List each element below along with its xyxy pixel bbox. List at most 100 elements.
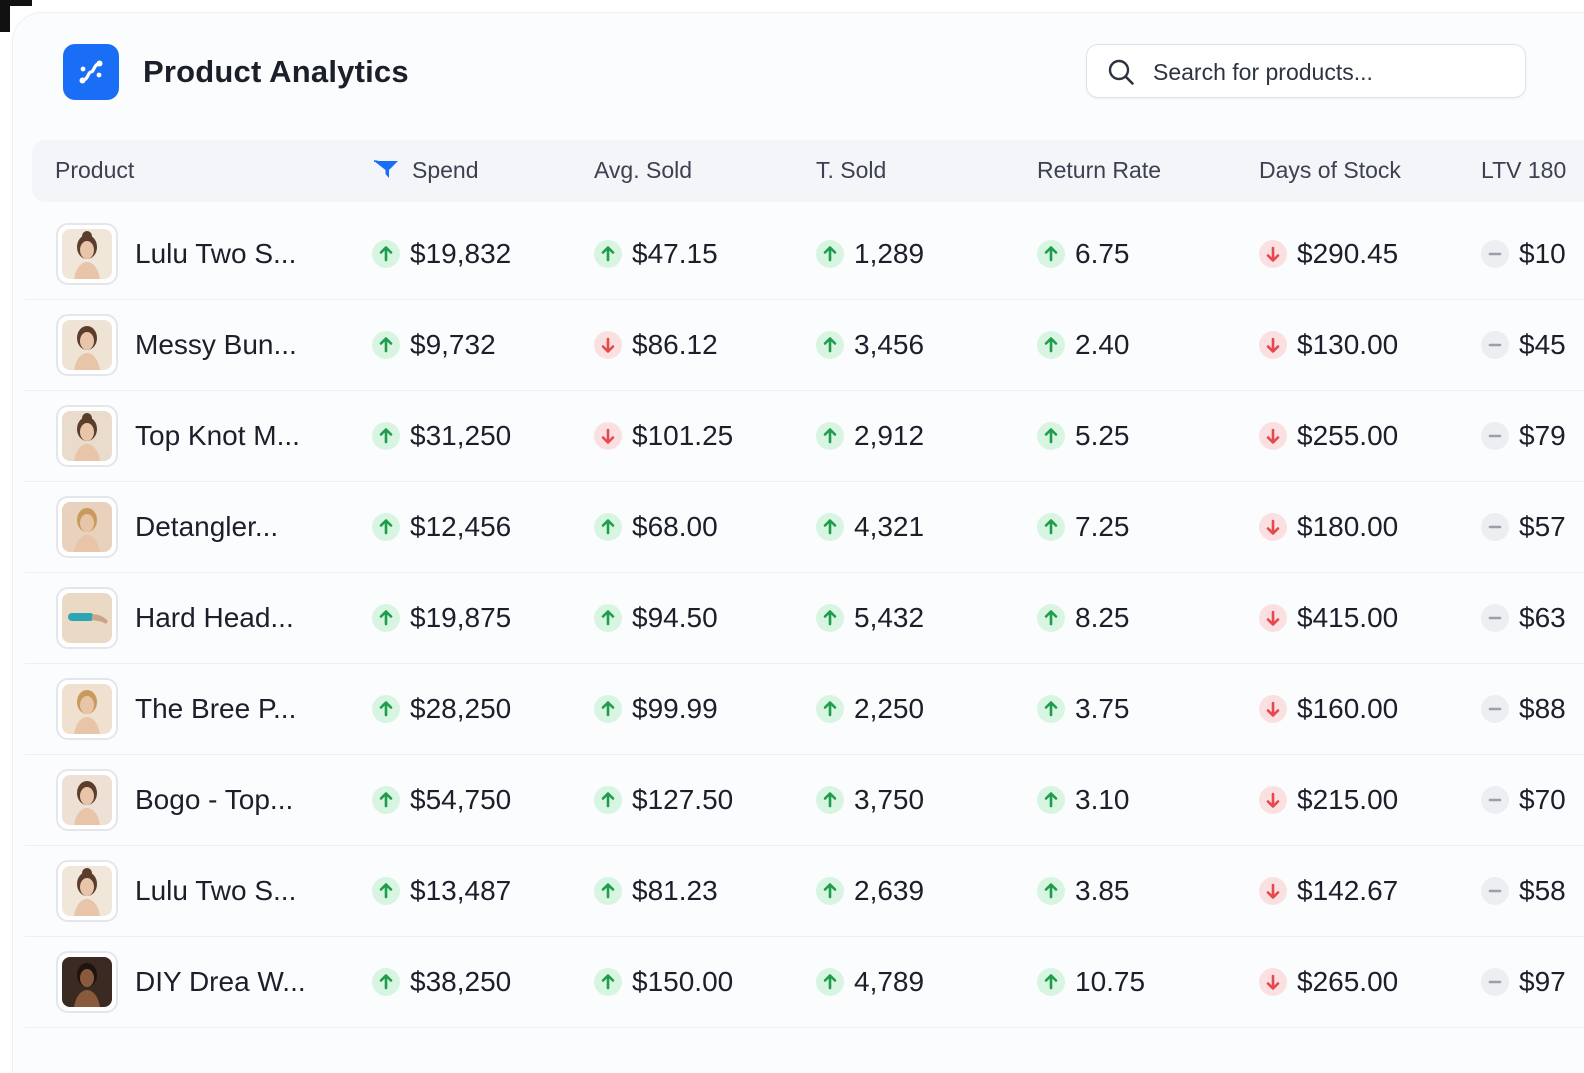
row-divider [25, 754, 1584, 755]
metric-value: $63 [1519, 602, 1566, 633]
arrow-up-icon [1037, 513, 1065, 541]
arrow-up-icon [594, 240, 622, 268]
table-row[interactable]: Top Knot M... $31,250 $101.25 2,912 5.25 $255… [25, 391, 1584, 482]
woman-portrait-blonde-image [62, 502, 112, 552]
metric-value: 6.75 [1075, 238, 1130, 269]
product-name[interactable]: Top Knot M... [135, 420, 300, 451]
metric-value: $13,487 [410, 875, 512, 906]
metric-value: 3,750 [854, 784, 925, 815]
table-row[interactable]: The Bree P... $28,250 $99.99 2,250 3.75 $160.… [25, 664, 1584, 755]
table-row[interactable]: Lulu Two S... $19,832 $47.15 1,289 6.75 $290.… [25, 209, 1584, 300]
product-name[interactable]: Bogo - Top... [135, 784, 294, 815]
row-divider [25, 845, 1584, 846]
column-header-spend[interactable]: Spend [412, 157, 479, 183]
arrow-up-icon [594, 513, 622, 541]
product-name[interactable]: Lulu Two S... [135, 875, 297, 906]
product-thumbnail [56, 951, 118, 1013]
metric-value: 3.75 [1075, 693, 1130, 724]
metric-value: $97 [1519, 966, 1566, 997]
metric-value: $47.15 [632, 238, 718, 269]
woman-portrait-bun-image [62, 229, 112, 279]
minus-icon [1481, 786, 1509, 814]
arrow-down-icon [1259, 968, 1287, 996]
arrow-down-icon [1259, 240, 1287, 268]
metric-value: $10 [1519, 238, 1566, 269]
arrow-down-icon [1259, 786, 1287, 814]
product-name[interactable]: The Bree P... [135, 693, 297, 724]
metric-value: $9,732 [410, 329, 496, 360]
arrow-down-icon [1259, 695, 1287, 723]
minus-icon [1481, 604, 1509, 632]
product-name[interactable]: Hard Head... [135, 602, 294, 633]
metric-value: $215.00 [1297, 784, 1399, 815]
arrow-up-icon [372, 604, 400, 632]
arrow-up-icon [1037, 331, 1065, 359]
product-name[interactable]: Detangler... [135, 511, 279, 542]
minus-icon [1481, 877, 1509, 905]
row-divider [25, 299, 1584, 300]
metric-value: $45 [1519, 329, 1566, 360]
metric-value: 4,789 [854, 966, 925, 997]
arrow-up-icon [1037, 240, 1065, 268]
hair-tool-image [62, 593, 112, 643]
product-name[interactable]: DIY Drea W... [135, 966, 306, 997]
arrow-up-icon [816, 240, 844, 268]
arrow-down-icon [1259, 331, 1287, 359]
table-row[interactable]: Detangler... $12,456 $68.00 4,321 7.25 $180.0… [25, 482, 1584, 573]
metric-value: 1,289 [854, 238, 925, 269]
search-icon [1108, 59, 1134, 85]
table-row[interactable]: Hard Head... $19,875 $94.50 5,432 8.25 $415.0… [25, 573, 1584, 664]
arrow-up-icon [1037, 604, 1065, 632]
search-input[interactable] [1153, 53, 1503, 91]
arrow-up-icon [372, 786, 400, 814]
table-row[interactable]: Messy Bun... $9,732 $86.12 3,456 2.40 $130.00… [25, 300, 1584, 391]
row-divider [25, 390, 1584, 391]
minus-icon [1481, 513, 1509, 541]
metric-value: 5.25 [1075, 420, 1130, 451]
woman-portrait-dark-hair-image [62, 957, 112, 1007]
metric-value: $38,250 [410, 966, 512, 997]
metric-value: $415.00 [1297, 602, 1399, 633]
metric-value: 8.25 [1075, 602, 1130, 633]
arrow-up-icon [594, 604, 622, 632]
minus-icon [1481, 968, 1509, 996]
column-header-avg-sold[interactable]: Avg. Sold [594, 157, 693, 183]
metric-value: 2,639 [854, 875, 925, 906]
arrow-up-icon [816, 513, 844, 541]
page-title: Product Analytics [143, 54, 409, 89]
metric-value: $88 [1519, 693, 1566, 724]
minus-icon [1481, 695, 1509, 723]
search-box[interactable] [1086, 44, 1526, 98]
product-name[interactable]: Lulu Two S... [135, 238, 297, 269]
arrow-down-icon [594, 331, 622, 359]
woman-portrait-topknot-image [62, 411, 112, 461]
table-row[interactable]: Lulu Two S... $13,487 $81.23 2,639 3.85 $142.… [25, 846, 1584, 937]
column-header-product[interactable]: Product [55, 157, 135, 183]
column-header-ltv-180[interactable]: LTV 180 [1481, 157, 1567, 183]
metric-value: $94.50 [632, 602, 718, 633]
metric-value: 7.25 [1075, 511, 1130, 542]
arrow-up-icon [1037, 695, 1065, 723]
metric-value: $99.99 [632, 693, 718, 724]
product-name[interactable]: Messy Bun... [135, 329, 297, 360]
arrow-up-icon [1037, 968, 1065, 996]
metric-value: $290.45 [1297, 238, 1399, 269]
corner-bracket-icon [0, 0, 32, 32]
table-row[interactable]: Bogo - Top... $54,750 $127.50 3,750 3.10 $215… [25, 755, 1584, 846]
table-header [32, 140, 1584, 202]
column-header-days-of-stock[interactable]: Days of Stock [1259, 157, 1401, 183]
arrow-up-icon [1037, 877, 1065, 905]
column-header-t-sold[interactable]: T. Sold [816, 157, 887, 183]
woman-portrait-blonde-smile-image [62, 684, 112, 734]
arrow-down-icon [1259, 422, 1287, 450]
woman-portrait-ponytail-image [62, 775, 112, 825]
metric-value: $57 [1519, 511, 1566, 542]
metric-value: $180.00 [1297, 511, 1399, 542]
funnel-icon[interactable] [373, 158, 399, 182]
metric-value: $86.12 [632, 329, 718, 360]
column-header-return-rate[interactable]: Return Rate [1037, 157, 1162, 183]
arrow-down-icon [594, 422, 622, 450]
table-row[interactable]: DIY Drea W... $38,250 $150.00 4,789 10.75 $26… [25, 937, 1584, 1028]
arrow-up-icon [1037, 786, 1065, 814]
arrow-up-icon [816, 331, 844, 359]
